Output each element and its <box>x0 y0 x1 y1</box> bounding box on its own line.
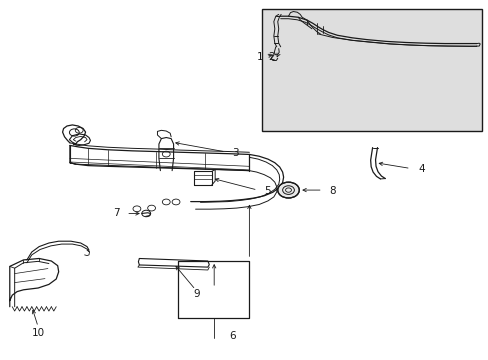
Text: 1: 1 <box>256 51 263 62</box>
Text: 7: 7 <box>113 208 120 219</box>
Bar <box>261 9 481 131</box>
Text: 6: 6 <box>228 330 235 341</box>
Text: 3: 3 <box>232 148 239 158</box>
Text: 5: 5 <box>264 186 270 196</box>
Text: 2: 2 <box>268 51 275 62</box>
Text: 8: 8 <box>328 186 335 196</box>
Text: 10: 10 <box>32 328 44 338</box>
Circle shape <box>277 182 299 198</box>
Text: 4: 4 <box>417 164 424 174</box>
Text: 9: 9 <box>193 289 200 300</box>
